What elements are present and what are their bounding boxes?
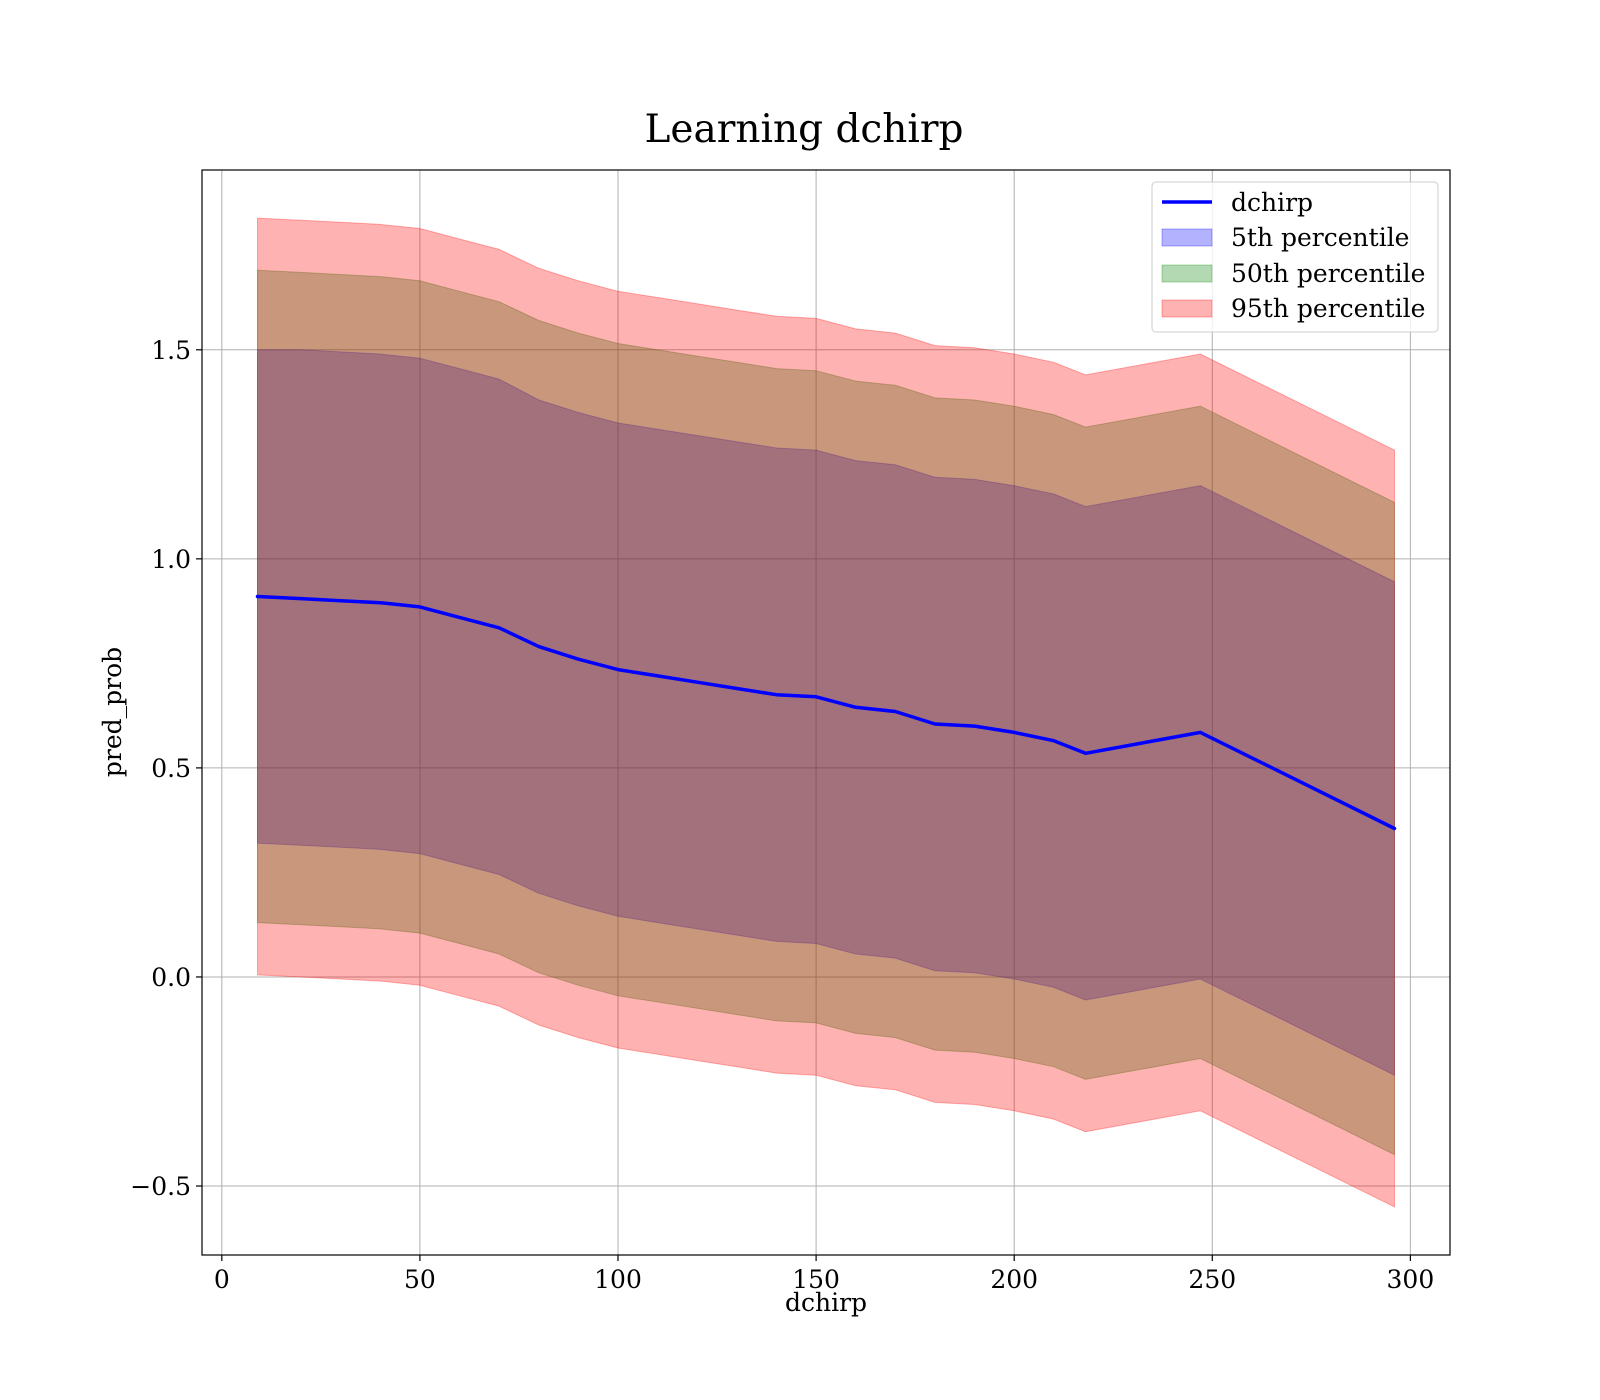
series-line-dchirp bbox=[255, 594, 1397, 831]
x-tick-label: 100 bbox=[594, 1265, 642, 1294]
legend-frame bbox=[1151, 181, 1439, 333]
plot-frame bbox=[201, 169, 1451, 1256]
y-axis-ticks: −0.5 0.0 0.5 1.0 1.5 bbox=[130, 336, 202, 1201]
band-50th-percentile bbox=[257, 269, 1395, 1156]
line-series bbox=[255, 594, 1397, 831]
y-tick-label: −0.5 bbox=[130, 1172, 191, 1201]
legend-label-50th: 50th percentile bbox=[1231, 259, 1425, 288]
y-tick-label: 0.0 bbox=[151, 963, 191, 992]
legend-label-5th: 5th percentile bbox=[1231, 223, 1409, 252]
x-tick-label: 200 bbox=[990, 1265, 1038, 1294]
plot-area bbox=[201, 169, 1451, 1256]
chart-title: Learning dchirp bbox=[645, 107, 964, 152]
legend-swatch-5th bbox=[1161, 228, 1213, 247]
plot-background bbox=[202, 170, 1450, 1255]
percentile-bands bbox=[257, 217, 1395, 1208]
y-tick-label: 1.0 bbox=[151, 545, 191, 574]
x-axis-label: dchirp bbox=[785, 1288, 867, 1317]
grid bbox=[202, 170, 1450, 1255]
y-tick-label: 1.5 bbox=[151, 336, 191, 365]
band-95th-percentile bbox=[257, 217, 1395, 1208]
legend-swatch-95th bbox=[1161, 299, 1213, 318]
x-tick-label: 300 bbox=[1387, 1265, 1435, 1294]
x-axis-ticks: 0 50 100 150 200 250 300 bbox=[214, 1255, 1434, 1294]
y-axis-label: pred_prob bbox=[98, 647, 127, 777]
legend-swatch-50th bbox=[1161, 264, 1213, 283]
legend-label-95th: 95th percentile bbox=[1231, 294, 1425, 323]
x-tick-label: 0 bbox=[214, 1265, 230, 1294]
legend: dchirp 5th percentile 50th percentile 95… bbox=[1151, 181, 1439, 333]
x-tick-label: 250 bbox=[1188, 1265, 1236, 1294]
y-tick-label: 0.5 bbox=[151, 754, 191, 783]
legend-label-line: dchirp bbox=[1231, 188, 1313, 217]
band-5th-percentile bbox=[257, 349, 1395, 1077]
x-tick-label: 150 bbox=[792, 1265, 840, 1294]
x-tick-label: 50 bbox=[404, 1265, 436, 1294]
